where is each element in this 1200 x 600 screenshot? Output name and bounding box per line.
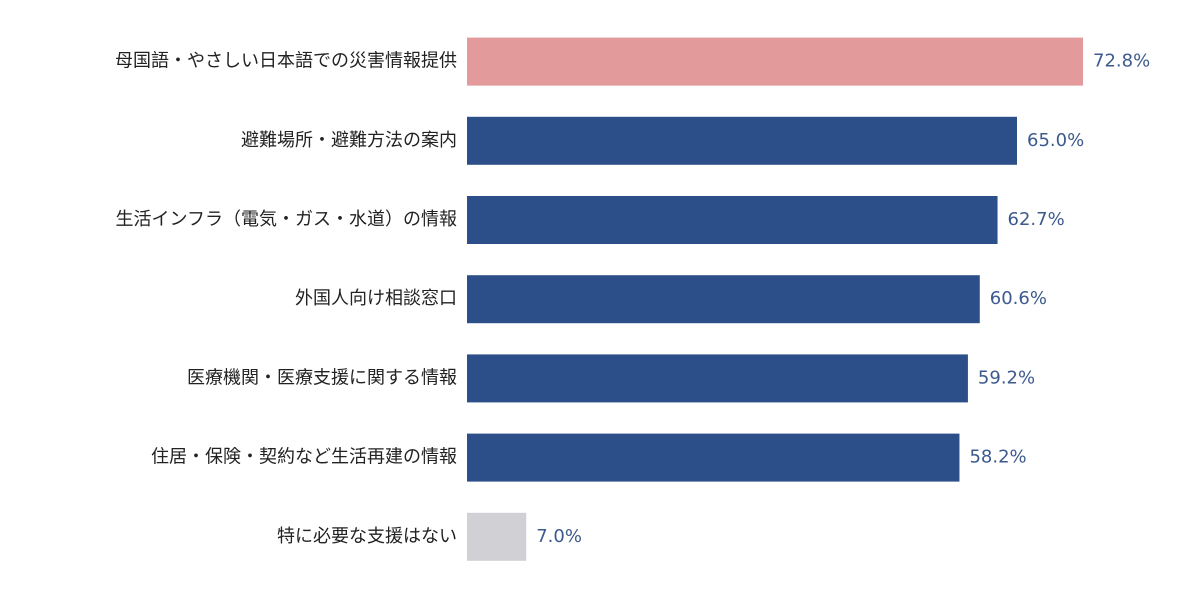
bar: [467, 37, 1083, 86]
category-label: 住居・保険・契約など生活再建の情報: [151, 447, 457, 468]
bar: [467, 354, 968, 403]
bar: [467, 116, 1017, 165]
bar: [467, 196, 998, 244]
category-label: 外国人向け相談窓口: [295, 288, 457, 309]
value-label: 60.6%: [990, 288, 1047, 309]
value-label: 62.7%: [1008, 209, 1065, 230]
bar: [467, 433, 960, 482]
category-label: 医療機関・医療支援に関する情報: [187, 367, 457, 388]
value-label: 58.2%: [969, 447, 1026, 468]
category-label: 避難場所・避難方法の案内: [241, 130, 457, 151]
value-label: 65.0%: [1027, 130, 1084, 151]
category-label: 母国語・やさしい日本語での災害情報提供: [115, 51, 457, 72]
value-label: 7.0%: [536, 526, 582, 547]
bar: [467, 512, 527, 561]
value-label: 72.8%: [1093, 51, 1150, 72]
value-label: 59.2%: [978, 367, 1035, 388]
category-label: 生活インフラ（電気・ガス・水道）の情報: [116, 209, 457, 230]
category-label: 特に必要な支援はない: [277, 526, 457, 547]
bar: [467, 275, 980, 324]
